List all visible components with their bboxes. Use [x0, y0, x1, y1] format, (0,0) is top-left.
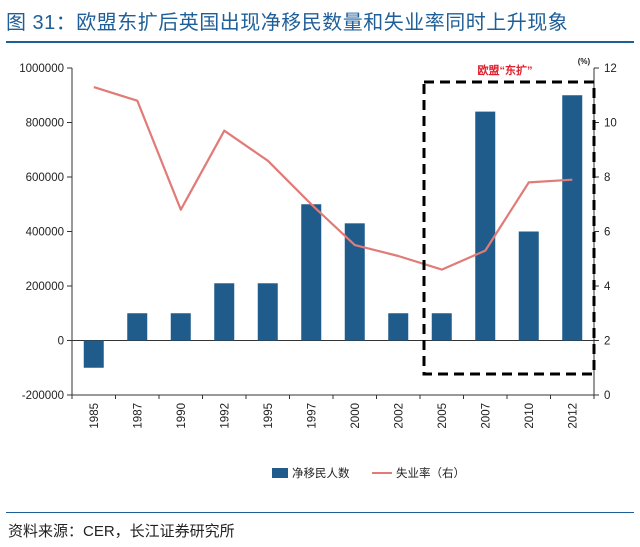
axes: -200000 0 200000 400000 600000 800000 1000000 0… [19, 57, 617, 402]
bar-net-migration [431, 313, 452, 341]
source-note: 资料来源：CER，长江证券研究所 [8, 523, 235, 540]
bar-net-migration [127, 313, 148, 341]
left-tick-label: 800000 [26, 118, 64, 130]
legend-label-unemployment: 失业率（右） [396, 466, 465, 480]
right-tick-label: 10 [604, 118, 617, 130]
x-tick-label: 2007 [480, 403, 492, 429]
legend-swatch-net-migration [272, 468, 288, 478]
left-tick-label: 200000 [26, 281, 64, 293]
legend: 净移民人数 失业率（右） [272, 466, 465, 480]
bar-net-migration [257, 283, 278, 341]
x-tick-label: 1990 [176, 403, 188, 429]
right-tick-label: 2 [604, 336, 610, 348]
x-tick-label: 2000 [350, 403, 362, 429]
x-tick-label: 2005 [437, 403, 449, 429]
bars-group [83, 95, 583, 368]
chart-svg: -200000 0 200000 400000 600000 800000 1000000 0… [19, 57, 617, 480]
right-axis-unit: (%) [578, 57, 591, 66]
right-tick-label: 12 [604, 63, 617, 75]
annotation-group: 欧盟“东扩” [422, 63, 596, 376]
x-tick-label: 1987 [132, 403, 144, 429]
x-tick-label: 1995 [263, 403, 275, 429]
legend-label-net-migration: 净移民人数 [292, 466, 350, 480]
right-tick-label: 8 [604, 172, 610, 184]
bar-net-migration [562, 95, 583, 341]
bar-net-migration [214, 283, 235, 341]
bar-net-migration [518, 231, 539, 341]
x-tick-label: 1997 [306, 403, 318, 429]
bar-net-migration [388, 313, 409, 341]
right-tick-label: 6 [604, 227, 610, 239]
x-tick-label: 1992 [219, 403, 231, 429]
right-tick-label: 4 [604, 281, 611, 293]
x-tick-label: 2012 [567, 403, 579, 429]
right-tick-label: 0 [604, 390, 610, 402]
line-unemployment-rate [93, 86, 573, 271]
left-tick-label: 600000 [26, 172, 64, 184]
x-tick-labels: 1985 1987 1990 1992 1995 1997 2000 2002 2005 2007… [89, 403, 580, 429]
bar-net-migration [344, 223, 365, 341]
left-tick-label: 0 [58, 336, 64, 348]
bar-net-migration [170, 313, 191, 341]
chart-title: 图 31：欧盟东扩后英国出现净移民数量和失业率同时上升现象 [6, 12, 569, 34]
line-group [93, 86, 573, 271]
footer-rule [6, 512, 634, 513]
x-tick-label: 1985 [89, 403, 101, 429]
left-tick-label: 1000000 [19, 63, 64, 75]
left-tick-label: -200000 [22, 390, 64, 402]
bar-net-migration [83, 340, 104, 368]
bar-net-migration [475, 111, 496, 341]
left-tick-label: 400000 [26, 227, 64, 239]
bar-net-migration [301, 204, 322, 341]
title-underline [6, 41, 634, 43]
x-tick-label: 2002 [393, 403, 405, 429]
x-tick-label: 2010 [524, 403, 536, 429]
eu-expansion-label: 欧盟“东扩” [478, 63, 533, 77]
eu-expansion-dashed-box [422, 80, 596, 376]
